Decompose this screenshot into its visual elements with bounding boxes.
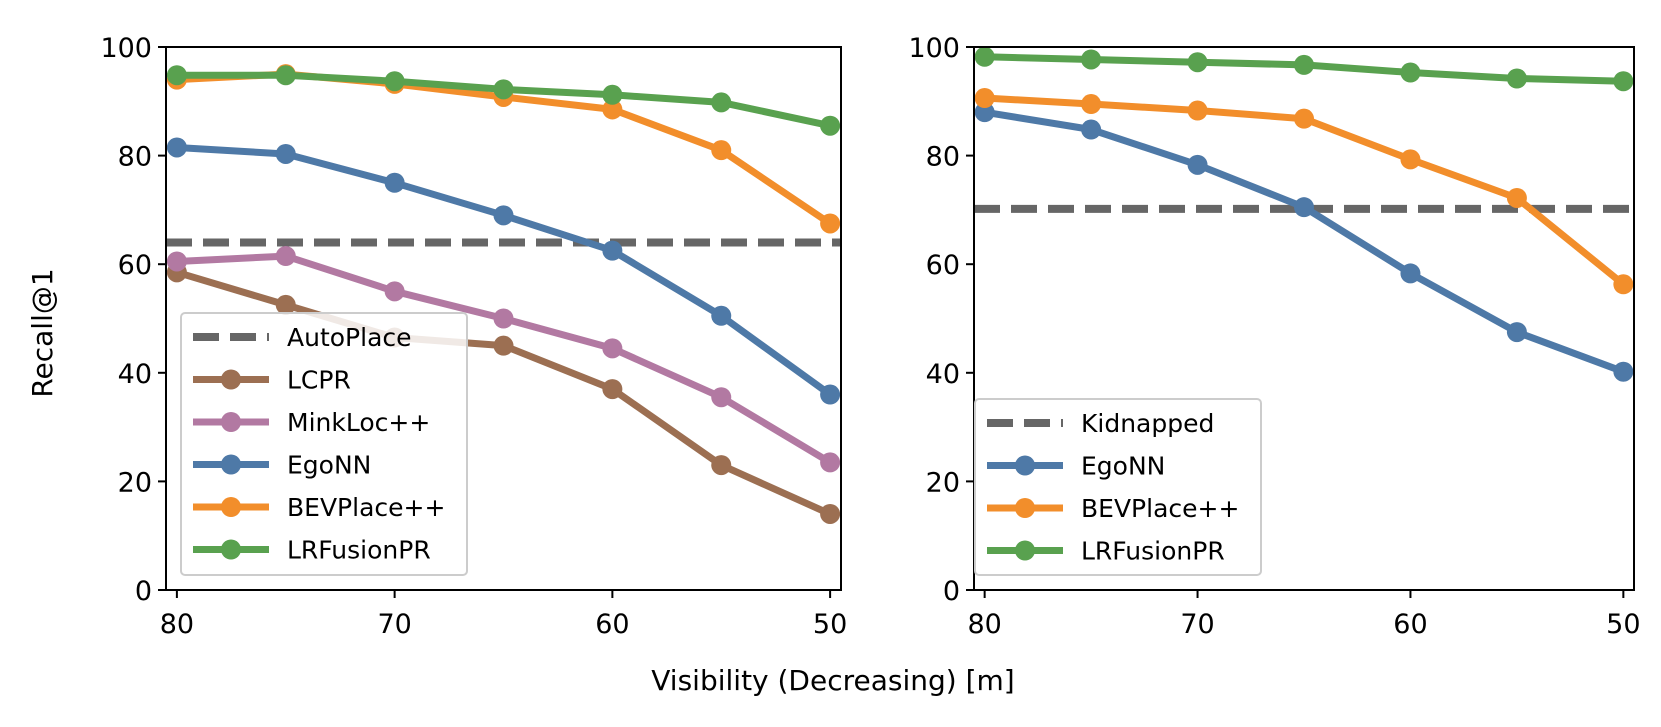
lrfusionpr-point-50 [820,115,841,136]
x-tick-label: 50 [1606,609,1640,640]
x-tick-label: 60 [595,609,629,640]
egonn-point-65 [1294,197,1314,218]
lcpr-point-55 [711,455,732,476]
bevplaceplusplus-point-55 [1506,187,1527,208]
legend-label-bevplaceplusplus: BEVPlace++ [287,493,445,522]
egonn-point-80 [974,102,995,123]
lrfusionpr-point-70 [384,71,405,92]
y-tick-label: 80 [926,142,960,173]
egonn-point-70 [1187,154,1208,175]
minklocplusplus-point-60 [602,338,623,359]
lrfusionpr-point-70 [1187,52,1208,73]
y-tick-label: 100 [100,33,152,64]
minklocplusplus-point-80 [166,251,187,272]
left-panel: 0 20 40 60 80 100 80 70 60 50 AutoPlace LCPR MinkLoc… [100,33,847,640]
minklocplusplus-point-75 [275,246,296,267]
x-tick-label: 80 [160,609,194,640]
egonn-point-50 [820,384,841,405]
lcpr-point-50 [820,503,841,524]
bevplaceplusplus-point-55 [711,140,732,161]
egonn-point-75 [275,143,296,164]
axes-frame [165,46,842,591]
egonn-point-50 [1613,361,1634,382]
bevplaceplusplus-point-60 [602,99,623,120]
lcpr-point-65 [493,335,514,356]
legend-label-lrfusionpr: LRFusionPR [1081,537,1225,566]
y-tick-label: 20 [926,467,960,498]
right-panel: 0 20 40 60 80 100 80 70 60 50 Kidnapped EgoNN BEVPla… [908,33,1640,640]
x-tick-label: 70 [1180,609,1214,640]
egonn-point-55 [711,305,732,326]
bevplaceplusplus-point-50 [820,213,841,234]
legend-marker-bevplaceplusplus [1015,498,1035,518]
y-tick-label: 60 [118,250,152,281]
egonn-point-65 [493,205,514,226]
legend-label-lcpr: LCPR [287,366,351,395]
x-tick-label: 80 [967,609,1001,640]
minklocplusplus-point-50 [820,452,841,473]
legend-marker-lrfusionpr [1015,540,1035,561]
bevplaceplusplus-point-75 [1081,94,1102,115]
egonn-point-60 [1400,263,1421,284]
lcpr-point-60 [602,379,623,400]
y-tick-label: 60 [926,250,960,281]
bevplaceplusplus-point-65 [1294,108,1314,129]
legend-label-lrfusionpr: LRFusionPR [287,536,431,565]
x-tick-label: 50 [813,609,847,640]
lrfusionpr-point-65 [493,79,514,100]
minklocplusplus-point-55 [711,387,732,408]
legend-marker-lcpr [221,369,241,390]
legend-label-egonn: EgoNN [1081,452,1165,481]
legend-box [974,398,1262,576]
lrfusionpr-point-65 [1294,54,1314,75]
y-tick-label: 40 [926,359,960,390]
lrfusionpr-point-60 [1400,62,1421,83]
bevplaceplusplus-point-70 [1187,100,1208,121]
legend: AutoPlace LCPR MinkLoc++ EgoNN BEVPlace++ LRF… [180,312,468,576]
egonn-point-70 [384,172,405,193]
lrfusionpr-point-75 [275,65,296,86]
y-tick-label: 0 [943,576,960,607]
lrfusionpr-point-55 [711,92,732,113]
legend-label-egonn: EgoNN [287,451,371,480]
y-tick-label: 100 [908,33,960,64]
lrfusionpr-point-55 [1506,68,1527,89]
legend-marker-egonn [221,454,241,475]
y-axis-label: Recall@1 [26,268,59,397]
legend-label-bevplaceplusplus: BEVPlace++ [1081,494,1239,523]
minklocplusplus-point-65 [493,308,514,329]
egonn-point-80 [166,137,187,158]
y-tick-label: 80 [118,142,152,173]
y-tick-label: 40 [118,359,152,390]
legend-label-kidnapped: Kidnapped [1081,409,1214,438]
egonn-point-60 [602,240,623,261]
x-tick-label: 60 [1393,609,1427,640]
lcpr-point-75 [275,294,296,315]
egonn-point-55 [1506,322,1527,343]
x-tick-label: 70 [377,609,411,640]
lrfusionpr-point-80 [166,65,187,86]
lrfusionpr-point-80 [974,46,995,67]
x-axis-label: Visibility (Decreasing) [m] [651,664,1014,697]
legend-marker-egonn [1015,455,1035,476]
legend: Kidnapped EgoNN BEVPlace++ LRFusionPR [974,398,1262,576]
bevplaceplusplus-point-50 [1613,274,1634,295]
legend-label-minklocplusplus: MinkLoc++ [287,408,430,437]
axes-frame [973,46,1635,591]
y-tick-label: 20 [118,467,152,498]
legend-marker-bevplaceplusplus [221,497,241,517]
minklocplusplus-point-70 [384,281,405,302]
y-tick-label: 0 [135,576,152,607]
lrfusionpr-point-75 [1081,49,1102,70]
lrfusionpr-point-60 [602,84,623,105]
legend-label-autoplace: AutoPlace [287,323,412,352]
bevplaceplusplus-point-80 [974,88,995,109]
egonn-point-75 [1081,119,1102,140]
legend-marker-lrfusionpr [221,539,241,560]
legend-marker-minklocplusplus [221,412,241,432]
lrfusionpr-point-50 [1613,71,1634,92]
bevplaceplusplus-point-60 [1400,149,1421,170]
